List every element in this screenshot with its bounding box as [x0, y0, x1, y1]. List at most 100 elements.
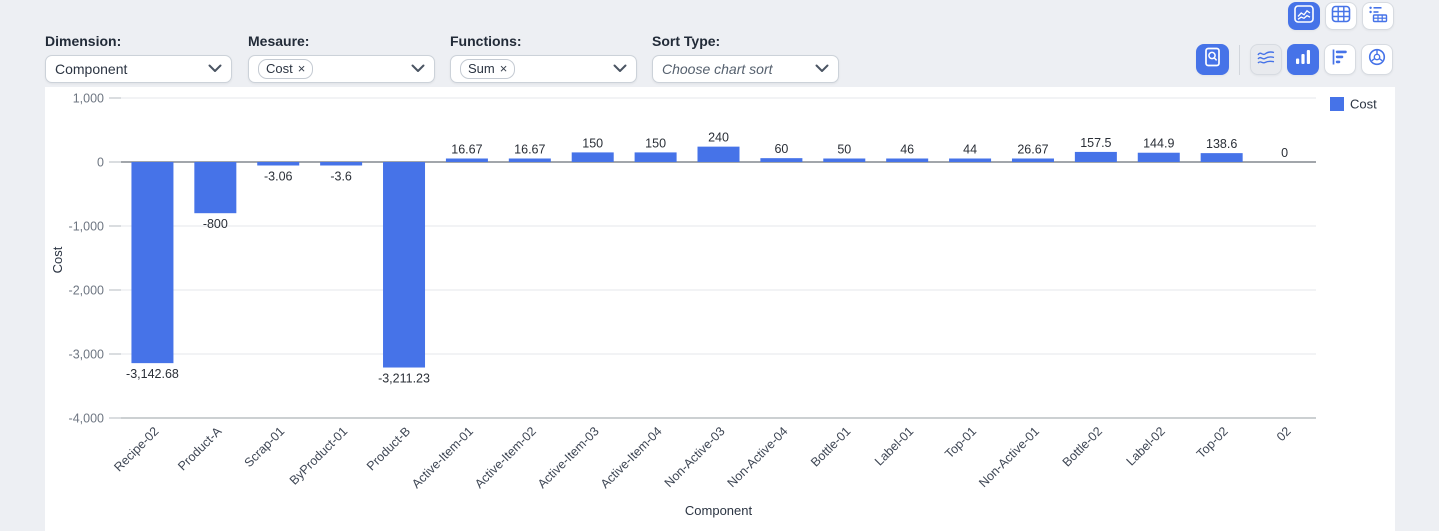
- value-label: 157.5: [1080, 136, 1111, 150]
- value-label: 26.67: [1017, 143, 1048, 157]
- value-label: 60: [774, 142, 788, 156]
- value-label: 16.67: [451, 143, 482, 157]
- doughnut-type-button[interactable]: [1361, 44, 1393, 75]
- bar[interactable]: [383, 162, 426, 368]
- function-tag[interactable]: Sum ×: [460, 59, 516, 79]
- bar-chart-type-button[interactable]: [1287, 44, 1319, 75]
- value-label: 150: [645, 136, 666, 150]
- measure-select[interactable]: Cost ×: [248, 55, 435, 83]
- sort-type-select[interactable]: Choose chart sort: [652, 55, 839, 83]
- bar[interactable]: [508, 158, 551, 163]
- measure-tag[interactable]: Cost ×: [258, 59, 314, 79]
- bar[interactable]: [1074, 151, 1117, 162]
- bar[interactable]: [634, 152, 677, 162]
- sort-type-label: Sort Type:: [652, 33, 721, 49]
- remove-tag-icon[interactable]: ×: [297, 61, 306, 76]
- pivot-table-icon: [1368, 5, 1388, 28]
- control-sort-type: Sort Type: Choose chart sort: [652, 33, 839, 83]
- x-category-label: Active-Item-02: [472, 424, 539, 491]
- dimension-selected-value: Component: [55, 61, 128, 77]
- bar[interactable]: [886, 158, 929, 163]
- x-category-label: Recipe-02: [111, 424, 161, 474]
- measure-tag-label: Cost: [266, 61, 293, 76]
- bar[interactable]: [823, 158, 866, 163]
- value-label: 138.6: [1206, 137, 1237, 151]
- x-category-label: Product-B: [364, 424, 413, 473]
- x-category-label: Bottle-01: [808, 424, 853, 469]
- bar[interactable]: [257, 162, 300, 166]
- value-label: 46: [900, 143, 914, 157]
- chevron-down-icon: [411, 60, 425, 78]
- control-measure: Mesaure: Cost ×: [248, 33, 435, 83]
- function-tag-label: Sum: [468, 61, 495, 76]
- value-label: -3.06: [264, 170, 293, 184]
- bar[interactable]: [760, 158, 803, 162]
- x-category-label: 02: [1274, 424, 1294, 444]
- functions-label: Functions:: [450, 33, 522, 49]
- remove-tag-icon[interactable]: ×: [499, 61, 508, 76]
- horizontal-bar-chart-icon: [1330, 48, 1350, 71]
- value-label: 16.67: [514, 143, 545, 157]
- value-label: 0: [1281, 146, 1288, 160]
- bar[interactable]: [949, 158, 992, 163]
- y-tick-label: -2,000: [69, 284, 104, 298]
- x-axis-title: Component: [685, 503, 753, 518]
- value-label: -800: [203, 217, 228, 231]
- y-tick-label: -3,000: [69, 348, 104, 362]
- value-label: -3,142.68: [126, 367, 179, 381]
- chart-view-button[interactable]: [1288, 2, 1320, 30]
- functions-select[interactable]: Sum ×: [450, 55, 637, 83]
- value-label: 50: [837, 143, 851, 157]
- bar[interactable]: [1137, 152, 1180, 162]
- value-label: 150: [582, 136, 603, 150]
- report-button[interactable]: [1196, 44, 1229, 75]
- table-view-button[interactable]: [1325, 2, 1357, 30]
- bar[interactable]: [445, 158, 488, 163]
- value-label: -3,211.23: [378, 372, 430, 386]
- sort-type-placeholder: Choose chart sort: [662, 61, 773, 77]
- bar-chart: 1,000 0 -1,000 -2,000 -3,000 -4,000 -3,142.68 R…: [50, 92, 1377, 519]
- x-category-label: Top-01: [942, 424, 979, 461]
- value-label: -3.6: [330, 170, 352, 184]
- bar-chart-icon: [1293, 48, 1313, 71]
- y-axis-title: Cost: [50, 246, 65, 273]
- x-category-label: Label-01: [872, 424, 916, 468]
- x-category-label: Non-Active-04: [725, 424, 791, 490]
- y-tick-label: 1,000: [73, 92, 104, 106]
- bar[interactable]: [571, 152, 614, 162]
- y-tick-label: -1,000: [69, 220, 104, 234]
- x-category-label: Scrap-01: [242, 424, 288, 470]
- view-toolbar: [1288, 2, 1394, 30]
- horizontal-bar-type-button[interactable]: [1324, 44, 1356, 75]
- measure-label: Mesaure:: [248, 33, 310, 49]
- dimension-select[interactable]: Component: [45, 55, 232, 83]
- x-category-label: Active-Item-04: [598, 424, 665, 491]
- control-dimension: Dimension: Component: [45, 33, 232, 83]
- value-label: 144.9: [1143, 137, 1174, 151]
- pivot-view-button[interactable]: [1362, 2, 1394, 30]
- bar[interactable]: [194, 162, 237, 214]
- x-category-label: Non-Active-01: [976, 424, 1042, 490]
- data-grid-icon: [1331, 5, 1351, 28]
- legend-label[interactable]: Cost: [1350, 97, 1377, 112]
- dimension-label: Dimension:: [45, 33, 122, 49]
- value-label: 240: [708, 131, 729, 145]
- legend-swatch: [1330, 97, 1344, 111]
- chevron-down-icon: [208, 60, 222, 78]
- x-category-label: Non-Active-03: [662, 424, 728, 490]
- y-tick-label: 0: [97, 156, 104, 170]
- x-category-label: Product-A: [175, 424, 225, 474]
- x-category-label: Label-02: [1124, 424, 1168, 468]
- line-chart-type-button[interactable]: [1250, 44, 1282, 75]
- bar[interactable]: [320, 162, 363, 166]
- bar[interactable]: [1011, 158, 1054, 163]
- bar[interactable]: [697, 146, 740, 162]
- chart-panel: 1,000 0 -1,000 -2,000 -3,000 -4,000 -3,142.68 R…: [45, 87, 1395, 531]
- report-search-icon: [1203, 47, 1222, 72]
- doughnut-chart-icon: [1367, 47, 1387, 72]
- x-category-label: Active-Item-03: [535, 424, 602, 491]
- area-chart-icon: [1294, 4, 1314, 28]
- bar[interactable]: [131, 162, 174, 364]
- line-chart-icon: [1256, 48, 1276, 71]
- bar[interactable]: [1200, 153, 1243, 162]
